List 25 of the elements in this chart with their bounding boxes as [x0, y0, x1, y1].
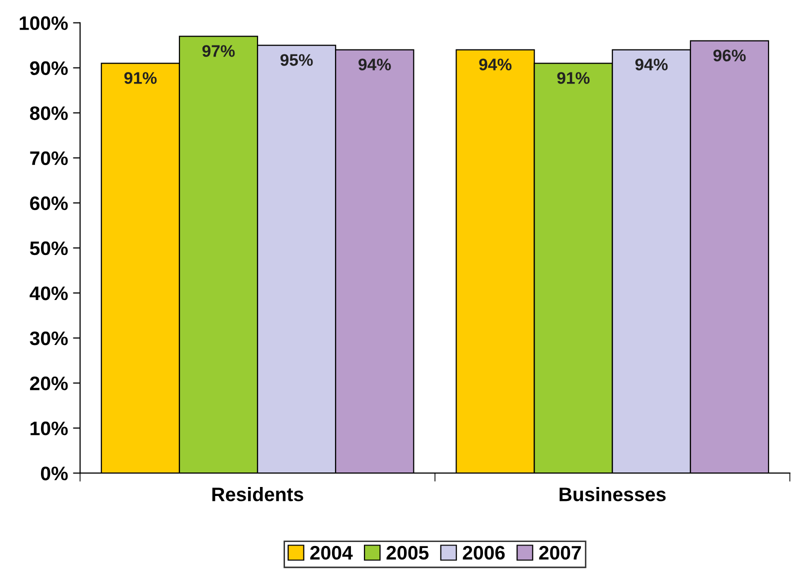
data-label: 96% [713, 50, 746, 62]
data-label: 94% [358, 58, 391, 70]
data-label: 94% [479, 58, 512, 70]
data-label: 94% [635, 58, 668, 70]
legend-label: 2006 [462, 546, 505, 560]
data-label: 97% [202, 45, 235, 57]
y-tick-label: 20% [30, 376, 68, 390]
y-tick-label: 70% [30, 151, 68, 166]
y-tick-label: 10% [30, 422, 68, 436]
data-label: 95% [280, 54, 313, 66]
y-tick-label: 80% [30, 106, 68, 120]
data-label: 91% [557, 72, 590, 84]
legend-label: 2007 [539, 546, 581, 560]
y-tick-label: 50% [30, 241, 68, 256]
legend-label: 2005 [386, 546, 429, 560]
legend-label: 2004 [310, 546, 353, 560]
y-tick-label: 0% [40, 466, 68, 480]
y-tick-label: 30% [30, 331, 68, 346]
y-tick-label: 100% [20, 16, 68, 30]
y-tick-label: 60% [30, 196, 68, 210]
y-tick-label: 40% [30, 286, 68, 300]
y-tick-label: 90% [30, 61, 68, 76]
data-label: 91% [124, 72, 157, 84]
x-tick-label: Residents [212, 486, 304, 502]
x-tick-label: Businesses [560, 486, 666, 502]
